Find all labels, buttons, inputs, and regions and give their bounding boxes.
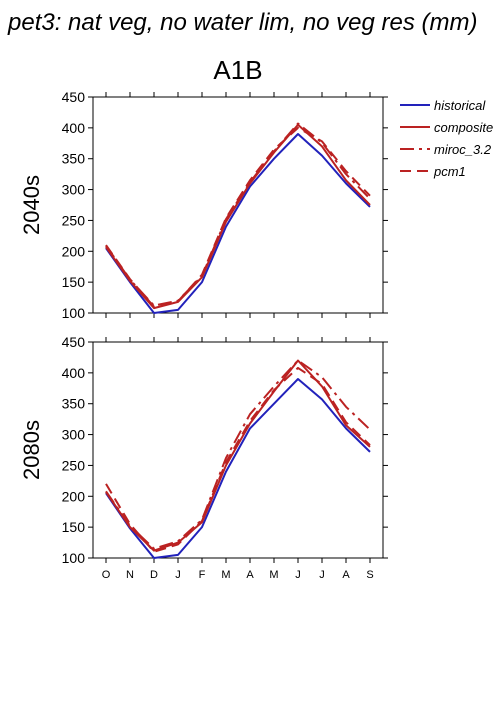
x-tick-label: M bbox=[269, 569, 278, 581]
x-tick-label: A bbox=[246, 569, 254, 581]
main-title: pet3: nat veg, no water lim, no veg res … bbox=[7, 9, 478, 36]
x-tick-label: J bbox=[175, 569, 181, 581]
legend: historical composite miroc_3.2 pcm1 bbox=[400, 98, 493, 179]
y-tick-label: 400 bbox=[62, 120, 86, 136]
legend-label: composite bbox=[434, 120, 493, 135]
y-tick-label: 450 bbox=[62, 89, 86, 105]
y-tick-label: 350 bbox=[62, 151, 86, 167]
x-tick-label: A bbox=[342, 569, 350, 581]
y-tick-label: 400 bbox=[62, 365, 86, 381]
x-tick-label: J bbox=[319, 569, 325, 581]
legend-label: historical bbox=[434, 98, 486, 113]
y-tick-label: 200 bbox=[62, 243, 86, 259]
series-line-miroc-3-2 bbox=[105, 359, 371, 550]
y-tick-label: 450 bbox=[62, 334, 86, 350]
y-tick-label: 300 bbox=[62, 182, 86, 198]
y-tick-label: 300 bbox=[62, 427, 86, 443]
y-tick-label: 250 bbox=[62, 457, 86, 473]
plot-frame bbox=[92, 341, 384, 559]
series-line-historical bbox=[105, 133, 371, 314]
row-label: 2080s bbox=[19, 420, 44, 480]
x-tick-label: J bbox=[295, 569, 301, 581]
legend-label: miroc_3.2 bbox=[434, 142, 492, 157]
x-tick-label: D bbox=[150, 569, 158, 581]
panel-2040s: 100 150 200 250 300 350 400 450 2040s bbox=[19, 89, 388, 321]
x-tick-label: O bbox=[102, 569, 111, 581]
y-tick-label: 250 bbox=[62, 212, 86, 228]
panel-2080s: 100 150 200 250 300 350 400 450 O N D J F M A M J J A S 2080… bbox=[19, 334, 388, 581]
y-tick-label: 200 bbox=[62, 488, 86, 504]
x-tick-label: M bbox=[221, 569, 230, 581]
x-tick-label: N bbox=[126, 569, 134, 581]
y-tick-label: 350 bbox=[62, 396, 86, 412]
row-label: 2040s bbox=[19, 175, 44, 235]
series-line-miroc-3-2 bbox=[105, 122, 371, 307]
legend-label: pcm1 bbox=[433, 164, 466, 179]
series-line-historical bbox=[105, 378, 371, 559]
series-line-pcm1 bbox=[105, 126, 371, 308]
y-tick-label: 150 bbox=[62, 274, 86, 290]
y-tick-label: 100 bbox=[62, 305, 86, 321]
scenario-title: A1B bbox=[213, 55, 262, 85]
y-tick-label: 100 bbox=[62, 550, 86, 566]
plot-frame bbox=[92, 96, 384, 314]
x-tick-label: S bbox=[366, 569, 373, 581]
series-line-pcm1 bbox=[105, 366, 371, 553]
x-tick-label: F bbox=[199, 569, 206, 581]
y-tick-label: 150 bbox=[62, 519, 86, 535]
